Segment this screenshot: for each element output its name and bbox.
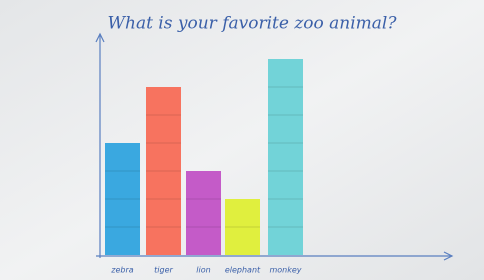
x-tick-label: elephant bbox=[225, 266, 261, 275]
x-tick-label: monkey bbox=[269, 266, 301, 275]
bar bbox=[186, 171, 221, 255]
bar bbox=[268, 59, 303, 255]
x-tick-label: tiger bbox=[154, 266, 173, 275]
chart: What is your favorite zoo animal? zebra t… bbox=[0, 0, 484, 280]
x-tick-label: lion bbox=[196, 266, 210, 275]
chart-title: What is your favorite zoo animal? bbox=[108, 14, 398, 34]
x-tick-label: zebra bbox=[110, 266, 133, 275]
